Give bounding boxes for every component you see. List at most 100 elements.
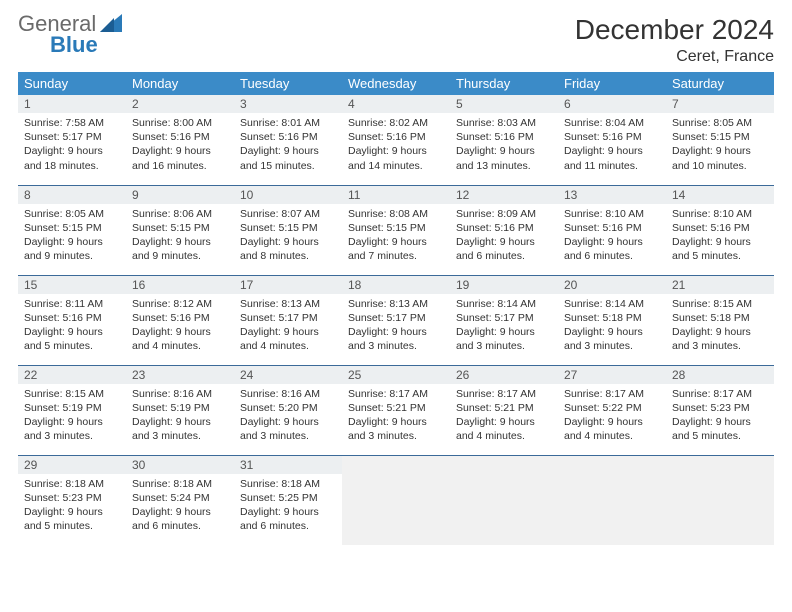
day-sunset: Sunset: 5:16 PM: [132, 311, 228, 325]
day-sunset: Sunset: 5:16 PM: [564, 221, 660, 235]
day-sunset: Sunset: 5:19 PM: [24, 401, 120, 415]
day-details: Sunrise: 8:17 AMSunset: 5:22 PMDaylight:…: [558, 384, 666, 448]
calendar-cell: 16Sunrise: 8:12 AMSunset: 5:16 PMDayligh…: [126, 275, 234, 365]
calendar-row: 29Sunrise: 8:18 AMSunset: 5:23 PMDayligh…: [18, 455, 774, 545]
day-daylight2: and 6 minutes.: [240, 519, 336, 533]
day-sunset: Sunset: 5:21 PM: [348, 401, 444, 415]
day-number: 12: [450, 186, 558, 204]
day-sunset: Sunset: 5:20 PM: [240, 401, 336, 415]
day-details: Sunrise: 8:13 AMSunset: 5:17 PMDaylight:…: [234, 294, 342, 358]
day-details: Sunrise: 8:00 AMSunset: 5:16 PMDaylight:…: [126, 113, 234, 177]
day-sunset: Sunset: 5:15 PM: [132, 221, 228, 235]
calendar-cell: 6Sunrise: 8:04 AMSunset: 5:16 PMDaylight…: [558, 95, 666, 185]
calendar-cell: 17Sunrise: 8:13 AMSunset: 5:17 PMDayligh…: [234, 275, 342, 365]
day-number: 22: [18, 366, 126, 384]
day-sunrise: Sunrise: 8:17 AM: [348, 387, 444, 401]
day-number: 19: [450, 276, 558, 294]
day-daylight1: Daylight: 9 hours: [348, 415, 444, 429]
day-number: 28: [666, 366, 774, 384]
day-sunset: Sunset: 5:15 PM: [672, 130, 768, 144]
calendar-cell: 23Sunrise: 8:16 AMSunset: 5:19 PMDayligh…: [126, 365, 234, 455]
day-sunset: Sunset: 5:18 PM: [564, 311, 660, 325]
day-daylight2: and 5 minutes.: [672, 429, 768, 443]
day-daylight2: and 9 minutes.: [132, 249, 228, 263]
day-details: Sunrise: 8:12 AMSunset: 5:16 PMDaylight:…: [126, 294, 234, 358]
day-details: Sunrise: 8:13 AMSunset: 5:17 PMDaylight:…: [342, 294, 450, 358]
day-daylight1: Daylight: 9 hours: [564, 325, 660, 339]
calendar-cell: [342, 455, 450, 545]
day-sunrise: Sunrise: 8:12 AM: [132, 297, 228, 311]
day-details: Sunrise: 8:05 AMSunset: 5:15 PMDaylight:…: [18, 204, 126, 268]
day-daylight2: and 3 minutes.: [24, 429, 120, 443]
day-daylight2: and 5 minutes.: [24, 339, 120, 353]
day-details: Sunrise: 8:14 AMSunset: 5:17 PMDaylight:…: [450, 294, 558, 358]
day-sunrise: Sunrise: 8:16 AM: [132, 387, 228, 401]
calendar-cell: 3Sunrise: 8:01 AMSunset: 5:16 PMDaylight…: [234, 95, 342, 185]
day-sunrise: Sunrise: 8:00 AM: [132, 116, 228, 130]
day-daylight2: and 6 minutes.: [132, 519, 228, 533]
day-daylight1: Daylight: 9 hours: [456, 144, 552, 158]
day-daylight2: and 4 minutes.: [456, 429, 552, 443]
day-daylight2: and 11 minutes.: [564, 159, 660, 173]
day-sunset: Sunset: 5:23 PM: [24, 491, 120, 505]
day-sunset: Sunset: 5:17 PM: [348, 311, 444, 325]
day-daylight1: Daylight: 9 hours: [24, 144, 120, 158]
day-sunrise: Sunrise: 8:14 AM: [564, 297, 660, 311]
day-details: Sunrise: 8:14 AMSunset: 5:18 PMDaylight:…: [558, 294, 666, 358]
day-number: 31: [234, 456, 342, 474]
day-daylight1: Daylight: 9 hours: [132, 505, 228, 519]
weekday-header: Sunday: [18, 72, 126, 95]
calendar-cell: 7Sunrise: 8:05 AMSunset: 5:15 PMDaylight…: [666, 95, 774, 185]
calendar-row: 15Sunrise: 8:11 AMSunset: 5:16 PMDayligh…: [18, 275, 774, 365]
day-details: Sunrise: 8:10 AMSunset: 5:16 PMDaylight:…: [558, 204, 666, 268]
day-details: Sunrise: 8:07 AMSunset: 5:15 PMDaylight:…: [234, 204, 342, 268]
day-daylight1: Daylight: 9 hours: [240, 235, 336, 249]
day-daylight2: and 6 minutes.: [564, 249, 660, 263]
calendar-cell: 27Sunrise: 8:17 AMSunset: 5:22 PMDayligh…: [558, 365, 666, 455]
weekday-header: Saturday: [666, 72, 774, 95]
day-sunset: Sunset: 5:16 PM: [672, 221, 768, 235]
day-sunrise: Sunrise: 8:14 AM: [456, 297, 552, 311]
day-number: 29: [18, 456, 126, 474]
day-number: 24: [234, 366, 342, 384]
day-daylight1: Daylight: 9 hours: [240, 415, 336, 429]
calendar-cell: 26Sunrise: 8:17 AMSunset: 5:21 PMDayligh…: [450, 365, 558, 455]
day-sunset: Sunset: 5:16 PM: [456, 221, 552, 235]
day-sunrise: Sunrise: 8:17 AM: [564, 387, 660, 401]
logo-line2: Blue: [18, 35, 122, 55]
day-number: 14: [666, 186, 774, 204]
day-number: 10: [234, 186, 342, 204]
calendar-cell: 10Sunrise: 8:07 AMSunset: 5:15 PMDayligh…: [234, 185, 342, 275]
day-sunset: Sunset: 5:22 PM: [564, 401, 660, 415]
calendar-row: 22Sunrise: 8:15 AMSunset: 5:19 PMDayligh…: [18, 365, 774, 455]
day-daylight1: Daylight: 9 hours: [348, 325, 444, 339]
day-sunrise: Sunrise: 8:10 AM: [564, 207, 660, 221]
day-sunset: Sunset: 5:24 PM: [132, 491, 228, 505]
calendar-cell: 11Sunrise: 8:08 AMSunset: 5:15 PMDayligh…: [342, 185, 450, 275]
day-sunrise: Sunrise: 8:15 AM: [24, 387, 120, 401]
day-number: 8: [18, 186, 126, 204]
day-details: Sunrise: 8:09 AMSunset: 5:16 PMDaylight:…: [450, 204, 558, 268]
day-daylight1: Daylight: 9 hours: [240, 505, 336, 519]
day-sunset: Sunset: 5:16 PM: [456, 130, 552, 144]
day-daylight1: Daylight: 9 hours: [240, 144, 336, 158]
calendar-cell: 15Sunrise: 8:11 AMSunset: 5:16 PMDayligh…: [18, 275, 126, 365]
calendar-cell: 14Sunrise: 8:10 AMSunset: 5:16 PMDayligh…: [666, 185, 774, 275]
day-daylight1: Daylight: 9 hours: [672, 415, 768, 429]
calendar-table: Sunday Monday Tuesday Wednesday Thursday…: [18, 72, 774, 545]
day-daylight2: and 6 minutes.: [456, 249, 552, 263]
day-daylight1: Daylight: 9 hours: [132, 144, 228, 158]
day-number: 5: [450, 95, 558, 113]
weekday-header: Monday: [126, 72, 234, 95]
day-daylight1: Daylight: 9 hours: [564, 235, 660, 249]
day-daylight2: and 5 minutes.: [24, 519, 120, 533]
day-number: 2: [126, 95, 234, 113]
day-daylight1: Daylight: 9 hours: [564, 144, 660, 158]
day-sunrise: Sunrise: 8:09 AM: [456, 207, 552, 221]
day-number: 25: [342, 366, 450, 384]
day-details: Sunrise: 8:17 AMSunset: 5:21 PMDaylight:…: [450, 384, 558, 448]
day-details: Sunrise: 8:18 AMSunset: 5:23 PMDaylight:…: [18, 474, 126, 538]
day-details: Sunrise: 8:17 AMSunset: 5:21 PMDaylight:…: [342, 384, 450, 448]
day-daylight1: Daylight: 9 hours: [24, 325, 120, 339]
day-sunset: Sunset: 5:19 PM: [132, 401, 228, 415]
